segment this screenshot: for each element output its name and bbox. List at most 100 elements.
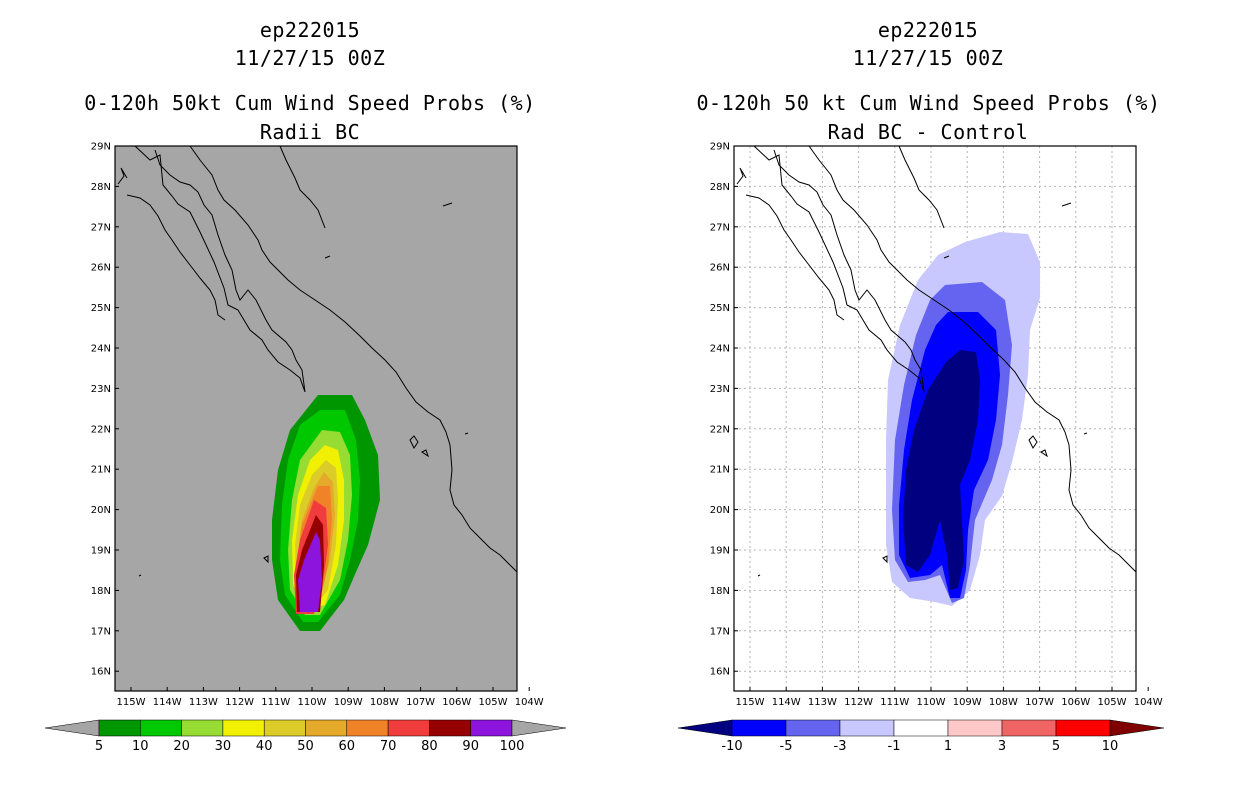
lat-label: 26N xyxy=(710,263,730,274)
lat-label: 21N xyxy=(91,465,111,476)
lat-label: 23N xyxy=(710,384,730,395)
colorbar-label: -5 xyxy=(780,739,793,754)
lat-label: 20N xyxy=(710,505,730,516)
colorbar-label: 5 xyxy=(1052,739,1060,754)
lon-label: 114W xyxy=(772,697,801,708)
lat-label: 17N xyxy=(91,626,111,637)
lat-label: 17N xyxy=(710,626,730,637)
lat-label: 27N xyxy=(91,222,111,233)
lat-label: 28N xyxy=(91,182,111,193)
lon-label: 112W xyxy=(844,697,873,708)
colorbar-label: -10 xyxy=(721,739,742,754)
colorbar-label: 40 xyxy=(256,739,273,754)
lon-label: 115W xyxy=(117,697,146,708)
lat-label: 16N xyxy=(91,667,111,678)
lat-label: 23N xyxy=(91,384,111,395)
colorbar-label: 50 xyxy=(297,739,314,754)
colorbar-segment xyxy=(181,719,224,737)
colorbar-segment xyxy=(731,719,787,737)
colorbar-label: 20 xyxy=(173,739,190,754)
lat-label: 24N xyxy=(710,344,730,355)
colorbar-segment xyxy=(387,719,430,737)
lon-label: 109W xyxy=(953,697,982,708)
right-title: 0-120h 50 kt Cum Wind Speed Probs (%) xyxy=(696,91,1161,115)
colorbar-over-arrow xyxy=(511,719,567,737)
lon-label: 107W xyxy=(1025,697,1054,708)
colorbar-segment xyxy=(785,719,841,737)
colorbar-label: 100 xyxy=(500,739,525,754)
colorbar-label: 3 xyxy=(998,739,1006,754)
colorbar-segment xyxy=(346,719,389,737)
colorbar-over-arrow xyxy=(1109,719,1165,737)
right-lon-axis: 115W 114W 113W 112W 111W 110W 109W 108W 107W 106W… xyxy=(736,687,1163,708)
lon-label: 111W xyxy=(261,697,290,708)
lon-label: 105W xyxy=(479,697,508,708)
left-map-frame xyxy=(114,145,518,692)
colorbar-label: 30 xyxy=(215,739,232,754)
colorbar-segment xyxy=(893,719,949,737)
lon-label: 109W xyxy=(334,697,363,708)
lon-label: 112W xyxy=(225,697,254,708)
right-map: 29N 28N 27N 26N 25N 24N 23N 22N 21N 20N 19N 18N 17N 1… xyxy=(710,142,1163,709)
left-lon-axis: 115W 114W 113W 112W 111W 110W 109W 108W 107W 106W… xyxy=(117,687,544,708)
right-lat-axis: 29N 28N 27N 26N 25N 24N 23N 22N 21N 20N 19N 18N 17N 1… xyxy=(710,142,738,678)
lat-label: 18N xyxy=(710,586,730,597)
left-contour-90 xyxy=(298,532,322,612)
colorbar-under-arrow xyxy=(44,719,100,737)
colorbar-label: 10 xyxy=(1102,739,1119,754)
lat-label: 26N xyxy=(91,263,111,274)
lat-label: 19N xyxy=(710,546,730,557)
left-title: 0-120h 50kt Cum Wind Speed Probs (%) xyxy=(84,91,536,115)
colorbar-label: -1 xyxy=(888,739,901,754)
right-colorbar: -10 -5 -3 -1 1 3 5 10 xyxy=(677,719,1165,754)
lon-label: 107W xyxy=(406,697,435,708)
right-coastline xyxy=(736,146,1136,577)
lon-label: 105W xyxy=(1098,697,1127,708)
colorbar-segment xyxy=(947,719,1003,737)
left-coastline xyxy=(117,146,517,577)
lon-label: 114W xyxy=(153,697,182,708)
right-contour-minus10 xyxy=(903,350,980,590)
lon-label: 110W xyxy=(917,697,946,708)
colorbar-segment xyxy=(470,719,513,737)
right-map-frame xyxy=(733,145,1137,692)
lon-label: 108W xyxy=(989,697,1018,708)
lat-label: 25N xyxy=(91,303,111,314)
lat-label: 16N xyxy=(710,667,730,678)
left-subtitle: Radii BC xyxy=(259,120,361,144)
lat-label: 21N xyxy=(710,465,730,476)
colorbar-label: 70 xyxy=(380,739,397,754)
right-difference-contours xyxy=(886,232,1040,606)
colorbar-segment xyxy=(222,719,265,737)
lon-label: 115W xyxy=(736,697,765,708)
lon-label: 111W xyxy=(880,697,909,708)
right-subtitle: Rad BC - Control xyxy=(827,120,1029,144)
lon-label: 108W xyxy=(370,697,399,708)
colorbar-segment xyxy=(1001,719,1057,737)
colorbar-segment xyxy=(263,719,306,737)
lat-label: 25N xyxy=(710,303,730,314)
lat-label: 22N xyxy=(710,424,730,435)
left-datetime: 11/27/15 00Z xyxy=(234,46,386,70)
left-colorbar: 5 10 20 30 40 50 60 70 80 90 100 xyxy=(44,719,567,754)
lat-label: 24N xyxy=(91,344,111,355)
colorbar-label: 60 xyxy=(339,739,356,754)
left-map: 29N 28N 27N 26N 25N 24N 23N 22N 21N 20N 19N 18N 17N 1… xyxy=(91,142,544,709)
left-lat-axis: 29N 28N 27N 26N 25N 24N 23N 22N 21N 20N 19N 18N 17N 1… xyxy=(91,142,119,678)
lat-label: 22N xyxy=(91,424,111,435)
colorbar-segment xyxy=(140,719,182,737)
lon-label: 110W xyxy=(298,697,327,708)
colorbar-label: 90 xyxy=(462,739,479,754)
right-datetime: 11/27/15 00Z xyxy=(852,46,1004,70)
colorbar-label: 10 xyxy=(132,739,149,754)
colorbar-segment xyxy=(839,719,895,737)
lat-label: 28N xyxy=(710,182,730,193)
lon-label: 104W xyxy=(515,697,544,708)
lon-label: 113W xyxy=(808,697,837,708)
lat-label: 20N xyxy=(91,505,111,516)
lat-label: 18N xyxy=(91,586,111,597)
lon-label: 113W xyxy=(189,697,218,708)
left-storm-id: ep222015 xyxy=(259,18,361,42)
lat-label: 27N xyxy=(710,222,730,233)
